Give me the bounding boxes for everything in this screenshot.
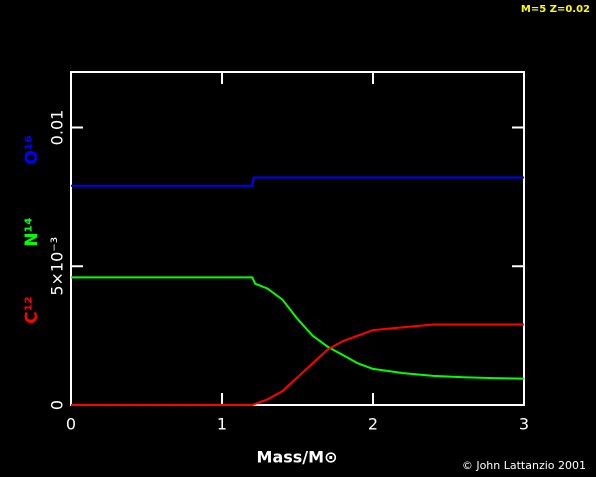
corner-note: M=5 Z=0.02 xyxy=(521,4,590,15)
plot-frame xyxy=(70,71,525,406)
x-tick-label: 2 xyxy=(368,415,378,434)
credit: © John Lattanzio 2001 xyxy=(462,459,586,472)
y-tick-label: 5×10⁻³ xyxy=(48,237,67,296)
x-tick-label: 3 xyxy=(519,415,529,434)
data-line xyxy=(71,176,524,187)
series-label: C¹² xyxy=(22,296,42,323)
data-line xyxy=(71,323,524,406)
series-label: O¹⁶ xyxy=(22,135,42,164)
y-tick-label: 0 xyxy=(48,400,67,410)
x-tick-label: 0 xyxy=(66,415,76,434)
x-axis-label: Mass/M⊙ xyxy=(257,448,338,467)
series-label: N¹⁴ xyxy=(22,217,42,246)
data-line xyxy=(71,276,525,380)
x-tick-label: 1 xyxy=(217,415,227,434)
y-tick-label: 0.01 xyxy=(48,110,67,146)
